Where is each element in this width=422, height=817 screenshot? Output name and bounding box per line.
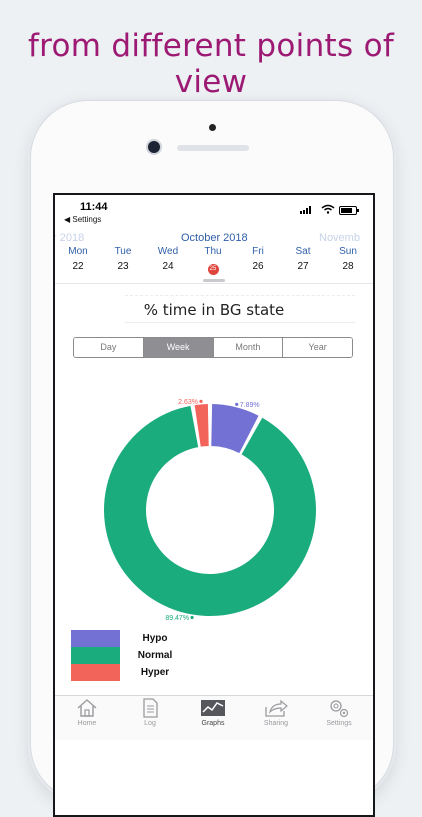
day-name: Wed (157, 246, 179, 257)
tab-label: Sharing (263, 720, 289, 727)
day-name: Fri (252, 246, 264, 257)
calendar-divider (55, 283, 373, 284)
today-badge: 25 (207, 264, 219, 275)
background-gridlines (125, 295, 355, 323)
drag-handle[interactable] (203, 279, 225, 282)
legend-item-hyper: Hyper (71, 664, 201, 681)
range-segmented-control: Day Week Month Year (73, 337, 353, 358)
app-screen: 11:44 ◀ Settings r 2018 October 2018 Nov… (53, 193, 375, 817)
value-label-hyper: 2.63% (178, 399, 198, 406)
legend-swatch (71, 647, 120, 664)
bottom-tab-bar: Home Log Graphs (55, 695, 373, 740)
tab-label: Home (77, 720, 97, 727)
tab-label: Graphs (201, 720, 225, 727)
tab-label: Log (144, 720, 156, 727)
settings-icon (330, 700, 349, 718)
promo-headline: from different points of view (27, 28, 395, 100)
day-date: 23 (117, 261, 129, 272)
legend-swatch (71, 664, 120, 681)
value-marker (190, 615, 194, 620)
value-marker (235, 402, 239, 406)
slice-hyper (194, 404, 209, 447)
legend-item-normal: Normal (71, 647, 201, 664)
back-to-settings-link[interactable]: ◀ Settings (64, 215, 102, 224)
day-date: 27 (297, 261, 309, 272)
range-tab-month[interactable]: Month (213, 338, 284, 357)
next-month-label[interactable]: Novemb (319, 232, 360, 244)
day-date: 22 (72, 261, 84, 272)
day-name: Thu (204, 246, 222, 257)
tab-home[interactable]: Home (62, 698, 112, 727)
range-tab-week[interactable]: Week (143, 338, 214, 357)
front-camera (148, 141, 160, 153)
slice-hypo (211, 404, 259, 454)
day-name: Sun (339, 246, 357, 257)
sensor-dot (209, 124, 216, 131)
signal-icon (300, 206, 311, 214)
graphs-icon (201, 700, 225, 716)
status-time: 11:44 (80, 201, 108, 213)
day-name: Tue (114, 246, 132, 257)
value-label-normal: 89.47% (165, 615, 189, 622)
value-marker (199, 399, 203, 403)
chart-title: % time in BG state (143, 301, 285, 319)
range-tab-year[interactable]: Year (283, 338, 352, 357)
day-thu[interactable]: Thu 25 (195, 246, 231, 275)
current-month-label: October 2018 (181, 232, 248, 244)
day-wed[interactable]: Wed 24 (150, 246, 186, 272)
wifi-icon (321, 204, 335, 214)
tab-settings[interactable]: Settings (314, 698, 364, 727)
tab-graphs[interactable]: Graphs (188, 698, 238, 727)
day-sat[interactable]: Sat 27 (285, 246, 321, 272)
range-tab-day[interactable]: Day (74, 338, 144, 357)
day-date: 26 (252, 261, 264, 272)
legend-label: Normal (137, 650, 173, 661)
legend-label: Hypo (142, 633, 168, 644)
phone-frame: 11:44 ◀ Settings r 2018 October 2018 Nov… (30, 100, 394, 817)
battery-icon (339, 206, 359, 215)
earpiece-speaker (177, 145, 249, 151)
tab-sharing[interactable]: Sharing (251, 698, 301, 727)
share-icon (265, 699, 288, 717)
home-icon (77, 699, 97, 717)
day-tue[interactable]: Tue 23 (105, 246, 141, 272)
tab-label: Settings (326, 720, 352, 727)
legend-swatch (71, 630, 120, 647)
day-name: Sat (295, 246, 311, 257)
day-mon[interactable]: Mon 22 (60, 246, 96, 272)
status-bar: 11:44 ◀ Settings (55, 195, 373, 224)
day-date: 24 (162, 261, 174, 272)
legend-item-hypo: Hypo (71, 630, 201, 647)
day-sun[interactable]: Sun 28 (330, 246, 366, 272)
bg-state-donut-chart: 7.89% 89.47% 2.63% (104, 399, 317, 622)
tab-log[interactable]: Log (125, 698, 175, 727)
prev-month-label[interactable]: r 2018 (53, 232, 85, 244)
day-name: Mon (68, 246, 88, 257)
day-fri[interactable]: Fri 26 (240, 246, 276, 272)
value-label-hypo: 7.89% (240, 402, 260, 409)
week-strip: Mon 22 Tue 23 Wed 24 Thu 25 Fri 26 Sat 2… (55, 246, 373, 276)
slice-normal (104, 405, 317, 616)
log-icon (143, 698, 158, 718)
day-date: 28 (342, 261, 354, 272)
legend-label: Hyper (140, 667, 170, 678)
